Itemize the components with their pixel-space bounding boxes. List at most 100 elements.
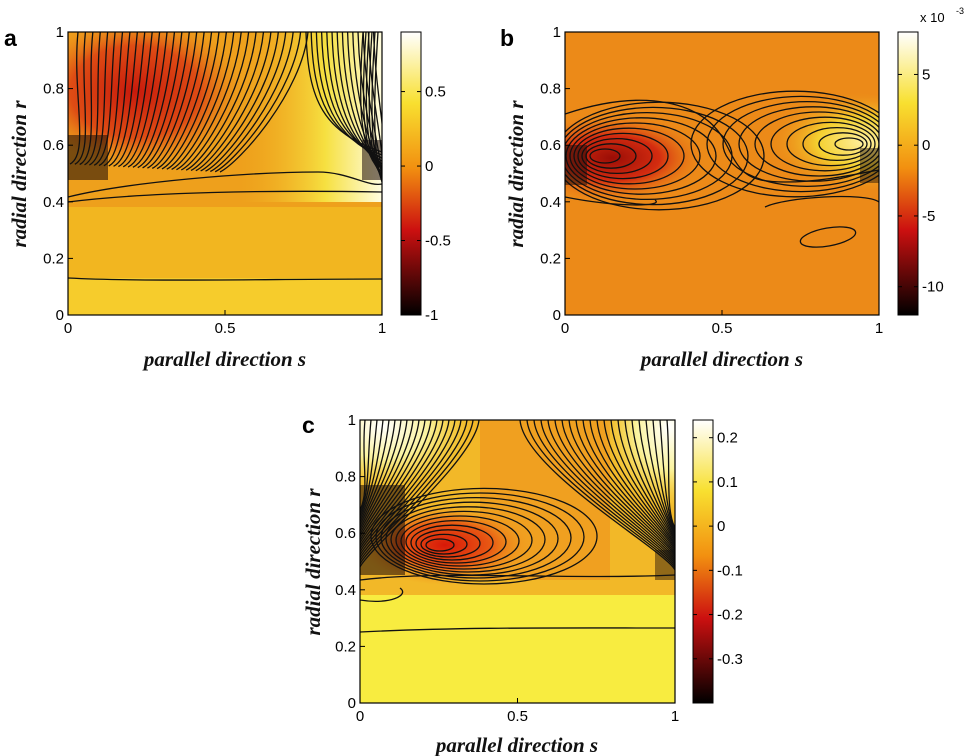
contour-line — [582, 420, 675, 553]
colorbar-tick-label: 0 — [425, 158, 433, 175]
panel-letter-c: c — [302, 412, 315, 438]
contour-line — [360, 420, 426, 541]
y-tick-label: 0.8 — [540, 81, 561, 98]
contour-line — [176, 32, 242, 171]
contour-line — [400, 515, 520, 567]
contour-line — [69, 32, 81, 165]
contour-line — [360, 420, 366, 511]
x-tick-label: 0.5 — [507, 708, 528, 725]
contour-line — [103, 32, 131, 167]
contour-line — [834, 137, 864, 151]
contour-line — [575, 420, 675, 555]
contour-line — [200, 32, 279, 172]
panel-b: b 0 0.5 1 0 0.2 0.4 0.6 0.8 1 parallel direction… — [500, 6, 964, 371]
contour-line — [547, 420, 675, 563]
contour-line — [565, 106, 749, 206]
contour-line — [380, 496, 572, 579]
y-tick-label: 0 — [553, 307, 561, 324]
contours-b — [565, 90, 879, 248]
colorbar-tick-label: -0.5 — [425, 233, 451, 250]
contour-line — [360, 420, 396, 526]
contour-line — [360, 420, 378, 517]
contour-line — [360, 420, 372, 514]
contour-line — [359, 32, 382, 173]
y-tick-label: 0.4 — [43, 194, 64, 211]
heatmap-a — [68, 32, 382, 315]
contour-line — [219, 32, 309, 173]
colorbar-c: 0.2 0.1 0 -0.1 -0.2 -0.3 — [692, 419, 743, 704]
x-tick-label: 0 — [356, 708, 364, 725]
contour-line — [652, 420, 675, 533]
x-tick-label: 1 — [378, 320, 386, 337]
contour-line — [205, 32, 287, 172]
contour-line — [68, 190, 382, 203]
colorbar-b: 5 0 -5 -10 x 10 -3 — [897, 6, 964, 316]
contour-line — [420, 533, 468, 555]
contours-c — [360, 420, 675, 633]
x-tick-label: 1 — [875, 320, 883, 337]
contour-line — [770, 116, 879, 172]
contour-line — [610, 420, 675, 545]
contour-line — [706, 95, 879, 193]
contour-line — [127, 32, 168, 168]
y-tick-label: 0.2 — [43, 250, 64, 267]
contour-line — [108, 32, 139, 167]
colorbar-tick-label: 0.1 — [717, 474, 738, 491]
panel-c: c 0 0.5 1 0 0.2 0.4 0.6 0.8 1 parallel direction… — [301, 412, 743, 756]
y-tick-label: 0.2 — [335, 638, 356, 655]
colorbar-tick-label: -1 — [425, 307, 438, 324]
contour-line — [645, 420, 675, 535]
contour-line — [802, 126, 872, 162]
contour-line — [410, 524, 494, 561]
colorbar-ticks-a: 0.5 0 -0.5 -1 — [401, 84, 451, 324]
y-tick-label: 0 — [56, 307, 64, 324]
contour-line — [360, 420, 408, 532]
contour-line — [142, 32, 190, 169]
colorbar-a: 0.5 0 -0.5 -1 — [400, 31, 451, 324]
colorbar-tick-label: 0 — [717, 518, 725, 535]
contour-line — [786, 121, 876, 167]
contour-line — [659, 420, 675, 531]
contour-line — [151, 32, 205, 169]
contour-line — [589, 420, 675, 551]
contour-line — [631, 420, 675, 539]
y-axis-title-c: radial direction r — [301, 488, 325, 636]
y-axis-title-b: radial direction r — [504, 100, 528, 248]
heatmap-c — [360, 420, 675, 703]
contour-line — [68, 277, 382, 281]
contour-line — [122, 32, 161, 168]
contour-line — [799, 226, 857, 248]
contour-line — [360, 420, 462, 559]
contour-line — [190, 32, 265, 172]
contour-line — [195, 32, 272, 172]
colorbar-tick-label: -0.1 — [717, 562, 743, 579]
contour-line — [533, 420, 675, 567]
contour-line — [360, 420, 438, 547]
contour-line — [754, 111, 879, 177]
colorbar-tick-label: 5 — [922, 66, 930, 83]
y-axis-title-a: radial direction r — [7, 100, 31, 248]
x-tick-label: 0.5 — [712, 320, 733, 337]
colorbar-multiplier-exp-b: -3 — [956, 6, 964, 16]
contour-line — [93, 32, 116, 166]
panel-letter-b: b — [500, 25, 514, 51]
contour-line — [156, 32, 213, 170]
contour-line — [617, 420, 675, 543]
contour-line — [185, 32, 257, 171]
contour-line — [180, 32, 250, 171]
contour-line — [210, 32, 294, 173]
contour-line — [360, 420, 444, 550]
x-axis-title-c: parallel direction s — [434, 733, 598, 756]
contour-line — [84, 32, 101, 166]
contour-line — [357, 32, 382, 174]
colorbar-tick-label: 0.2 — [717, 430, 738, 447]
y-tick-label: 0.4 — [540, 194, 561, 211]
contour-line — [561, 420, 675, 559]
contour-line — [565, 196, 657, 206]
contour-line — [624, 420, 675, 541]
contour-line — [74, 32, 87, 165]
panel-letter-a: a — [4, 25, 17, 51]
x-tick-label: 0 — [561, 320, 569, 337]
x-axis-title-a: parallel direction s — [142, 347, 306, 371]
